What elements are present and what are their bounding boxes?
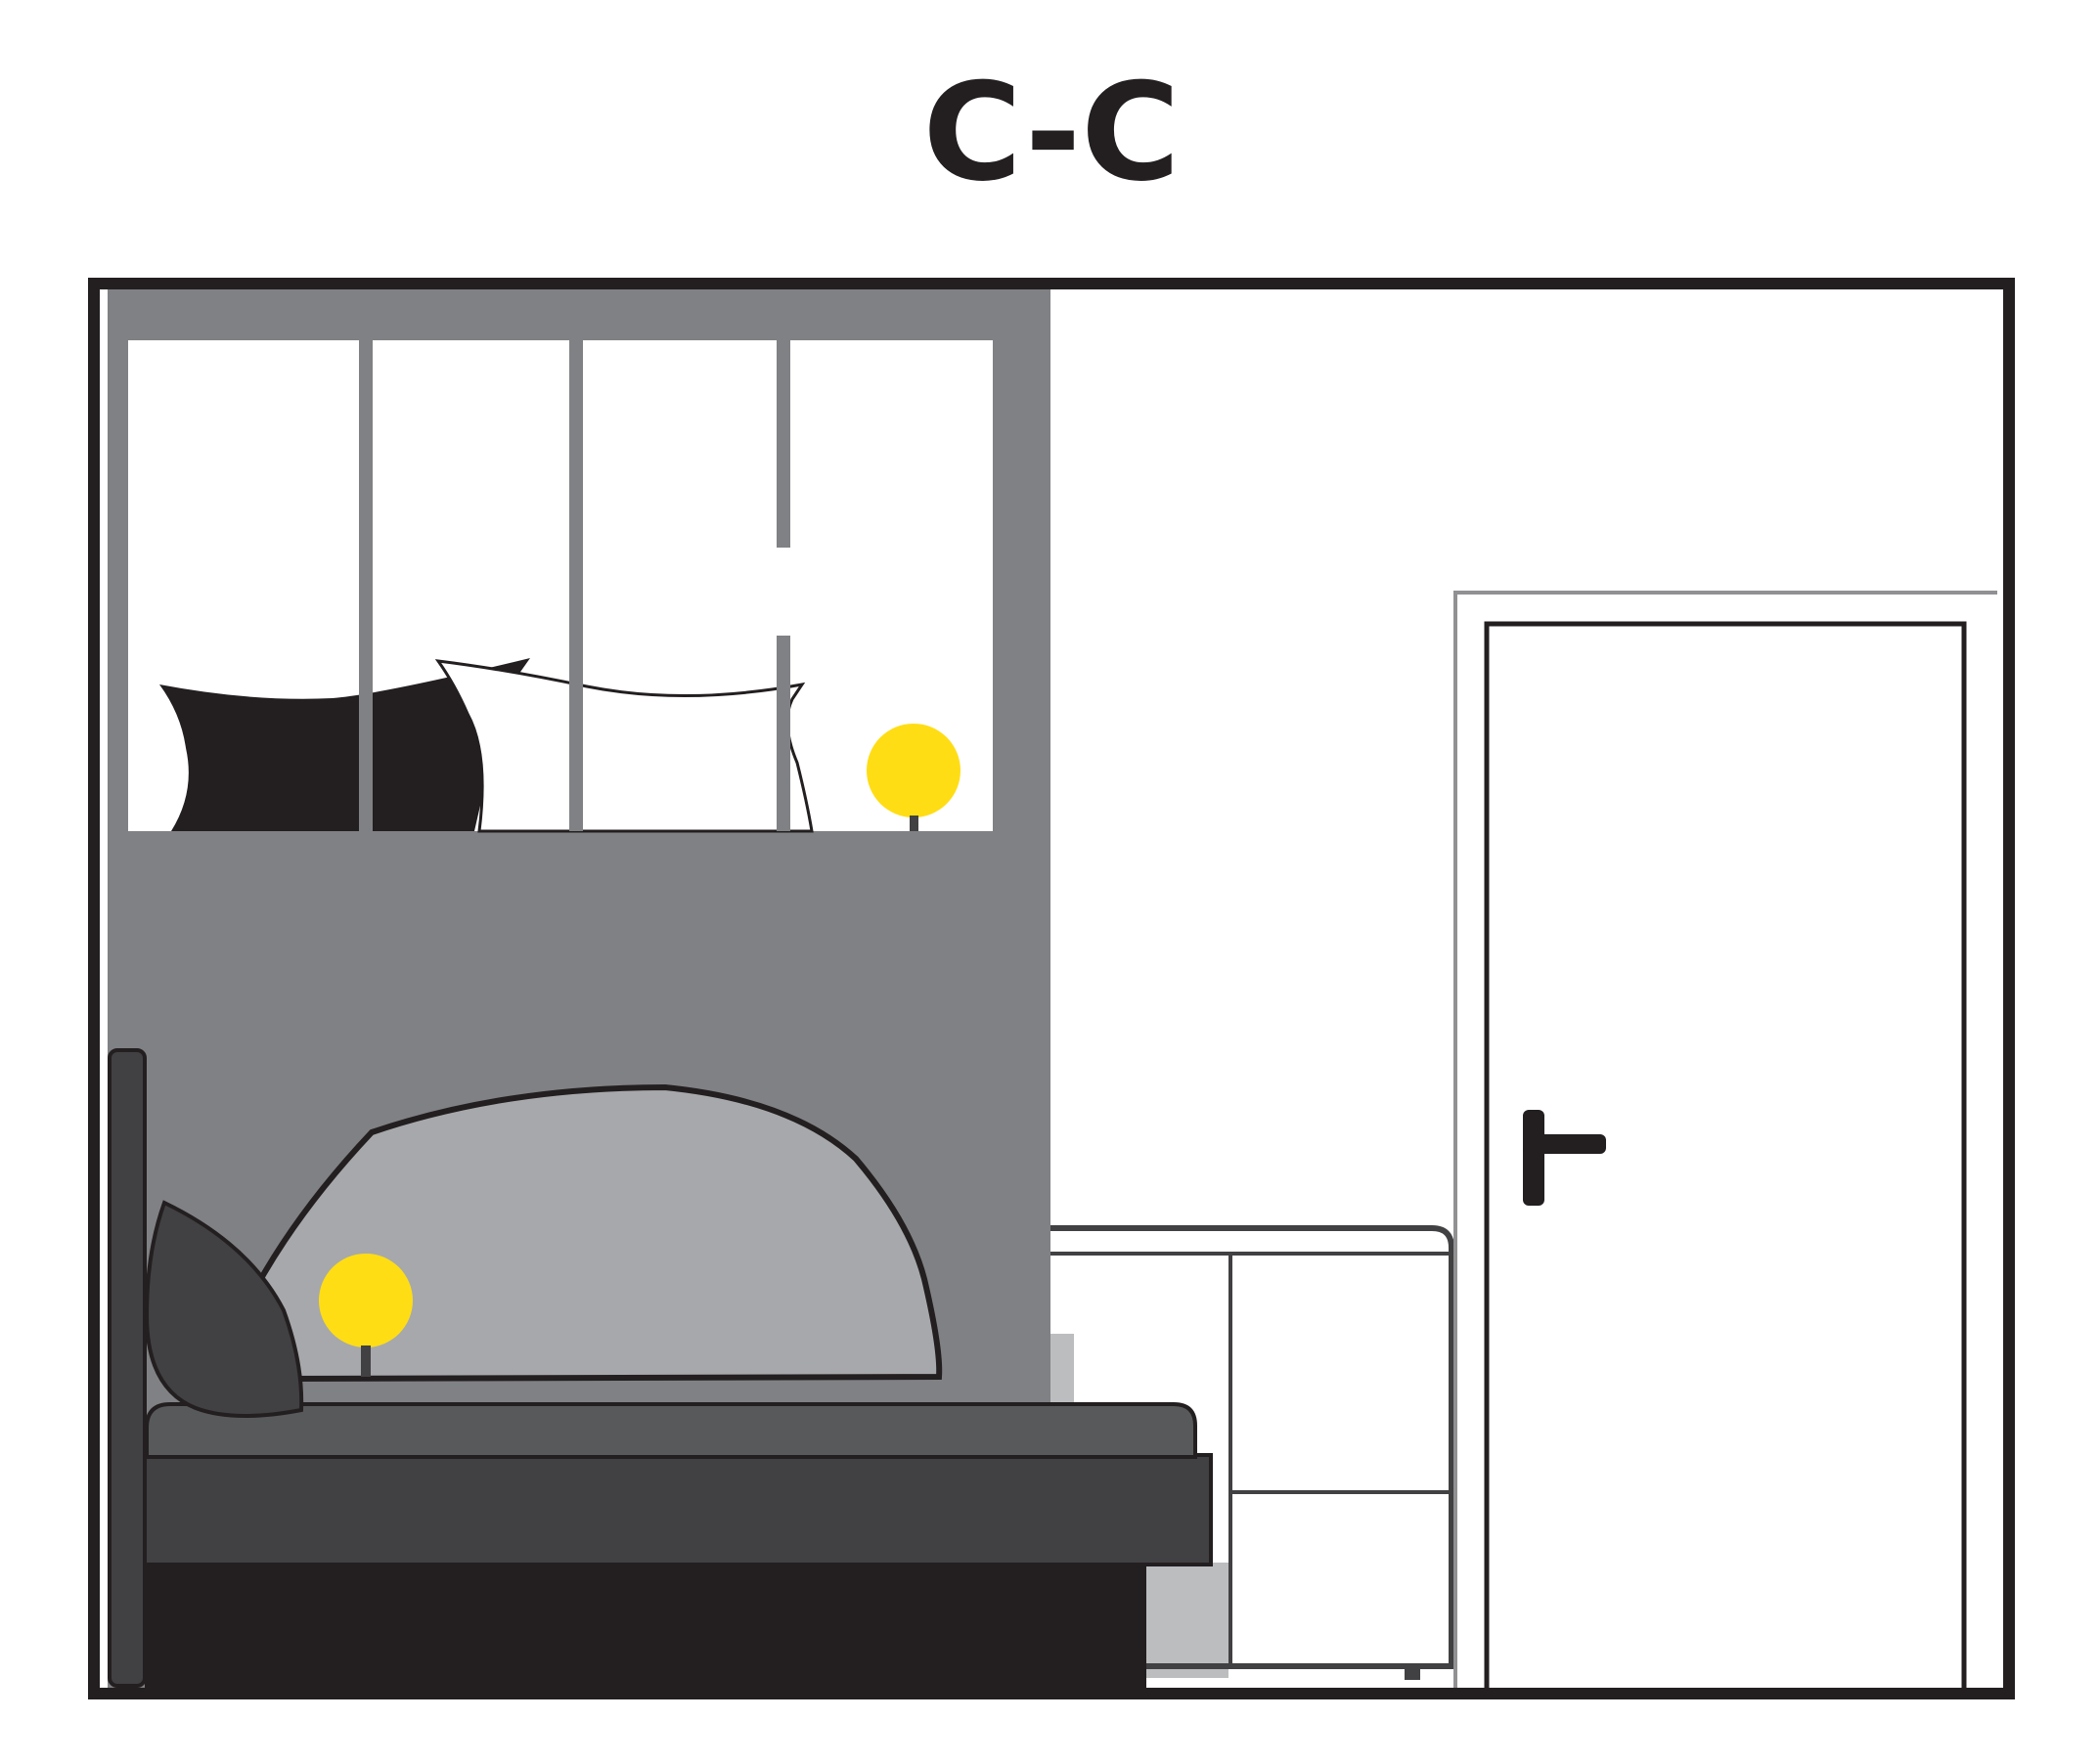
pillow-behind-glass: [159, 658, 530, 831]
window-mullion: [777, 636, 790, 831]
door-handle-icon: [1523, 1110, 1606, 1206]
mattress: [145, 1402, 1197, 1459]
window-mullion: [777, 340, 790, 548]
under-bed: [145, 1563, 1146, 1694]
cabinet-side-shadow: [1050, 1334, 1074, 1404]
sideboard: [1050, 1225, 1454, 1680]
window-mullion: [569, 340, 583, 831]
door-leaf: [1484, 621, 1967, 1695]
lamp-globe-upper: [867, 724, 960, 817]
bed-post: [108, 1048, 147, 1688]
lamp-stem-upper: [910, 816, 918, 831]
cabinet-outline: [1050, 1225, 1454, 1669]
door: [1453, 591, 1997, 1695]
bed-base: [143, 1453, 1213, 1566]
interior-window: [128, 340, 993, 833]
lamp-stem-lower: [361, 1345, 371, 1377]
section-frame: [88, 278, 2015, 1699]
cabinet-foot: [1405, 1666, 1420, 1680]
section-title: C-C: [923, 54, 1181, 211]
door-frame: [1453, 591, 1997, 1690]
bed-pillow: [144, 1200, 304, 1419]
lamp-globe-lower: [319, 1254, 413, 1347]
bed-icon: [108, 1048, 1213, 1694]
window-mullion: [359, 340, 373, 831]
cabinet-leg-shadow: [1146, 1563, 1228, 1678]
